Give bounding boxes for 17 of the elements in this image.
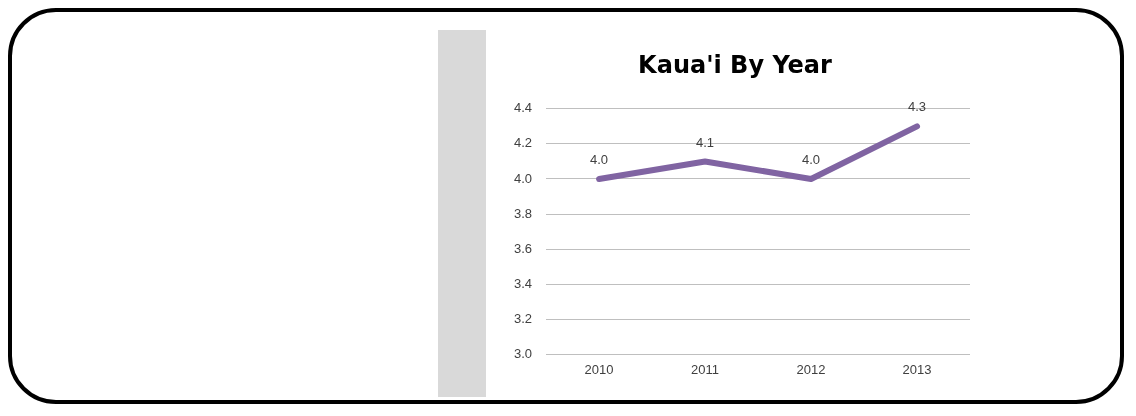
y-tick-label: 3.6 xyxy=(513,240,533,256)
x-tick-label: 2011 xyxy=(691,361,720,377)
text: 4.1 xyxy=(696,134,715,150)
y-tick-label: 4.4 xyxy=(513,100,533,116)
text: 4.0 xyxy=(590,152,609,168)
text: 4.0 xyxy=(801,152,821,168)
x-tick-label: 2010 xyxy=(584,361,614,377)
y-tick-label: 4.0 xyxy=(513,170,533,186)
y-tick-label: 3.4 xyxy=(513,275,533,291)
y-tick-label: 3.0 xyxy=(513,345,533,361)
text: 4.3 xyxy=(907,99,927,115)
y-tick-label: 4.2 xyxy=(513,135,533,151)
x-tick-label: 2012 xyxy=(796,361,826,377)
y-tick-label: 3.2 xyxy=(513,310,533,326)
y-tick-label: 3.8 xyxy=(513,205,533,221)
chart-title: Kaua'i By Year xyxy=(638,50,833,79)
x-tick-label: 2013 xyxy=(902,361,932,377)
